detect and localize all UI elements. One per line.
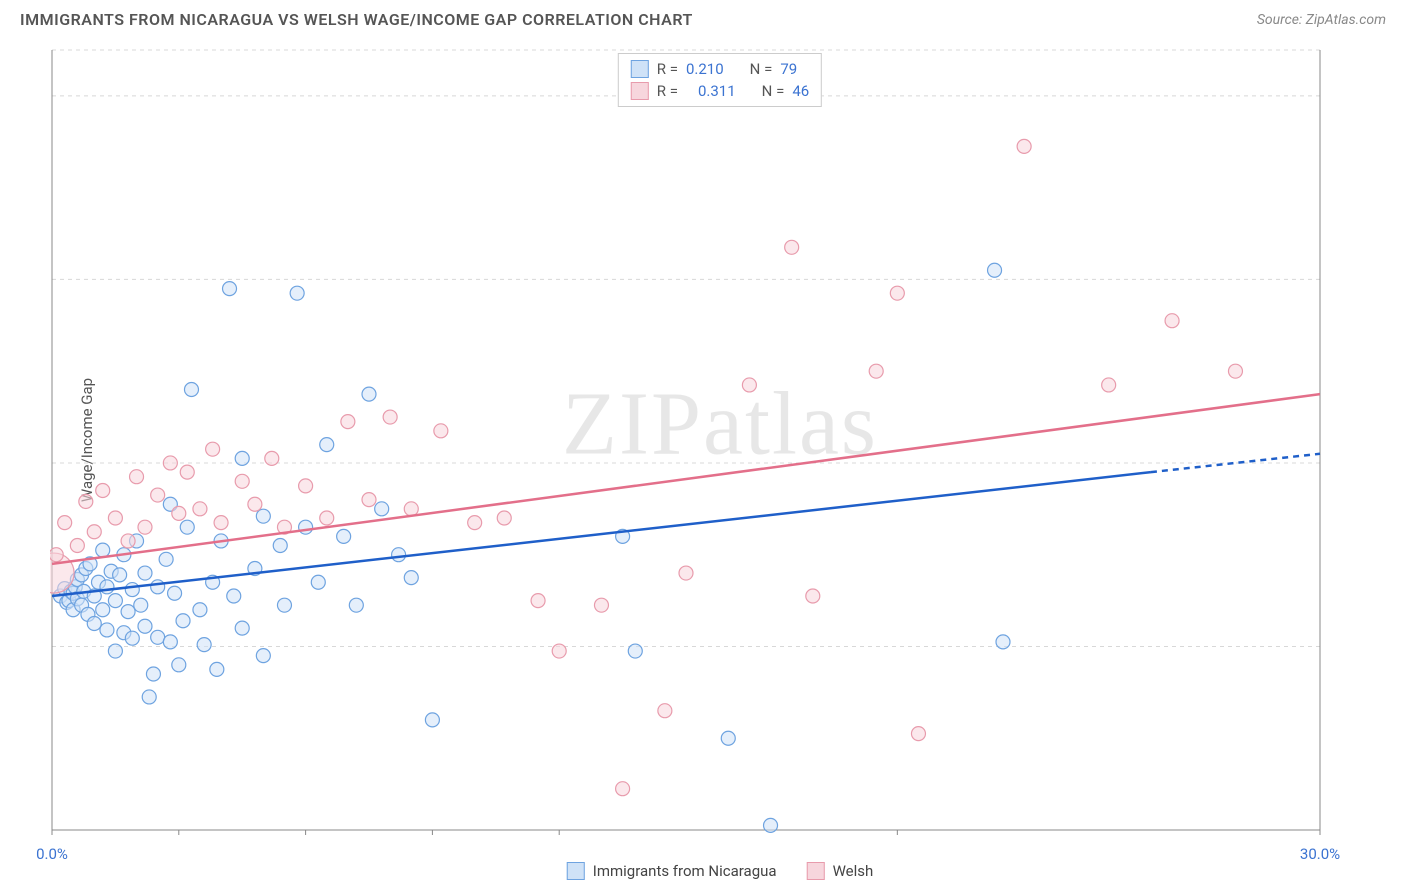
n-label-0: N =	[750, 60, 773, 78]
x-tick-label: 30.0%	[1300, 845, 1340, 863]
source-attribution: Source: ZipAtlas.com	[1257, 12, 1386, 28]
r-value-1: 0.311	[698, 82, 736, 100]
legend-swatch-welsh	[807, 862, 825, 880]
n-value-1: 46	[792, 82, 809, 100]
legend-item-nicaragua: Immigrants from Nicaragua	[567, 862, 777, 880]
n-label-1: N =	[762, 82, 785, 100]
legend-label-welsh: Welsh	[833, 862, 874, 880]
chart-area: Wage/Income Gap ZIPatlas R = 0.210 N = 7…	[50, 45, 1390, 835]
legend-item-welsh: Welsh	[807, 862, 874, 880]
chart-title: IMMIGRANTS FROM NICARAGUA VS WELSH WAGE/…	[20, 10, 693, 29]
legend-row-welsh: R = 0.311 N = 46	[631, 80, 809, 102]
series-legend: Immigrants from Nicaragua Welsh	[567, 862, 874, 880]
legend-label-nicaragua: Immigrants from Nicaragua	[593, 862, 777, 880]
source-name: ZipAtlas.com	[1306, 12, 1386, 28]
legend-swatch-nicaragua	[567, 862, 585, 880]
swatch-welsh	[631, 82, 649, 100]
scatter-plot	[50, 45, 1390, 835]
r-value-0: 0.210	[686, 60, 724, 78]
r-label-1: R =	[657, 82, 678, 100]
r-label-0: R =	[657, 60, 678, 78]
swatch-nicaragua	[631, 60, 649, 78]
chart-header: IMMIGRANTS FROM NICARAGUA VS WELSH WAGE/…	[0, 0, 1406, 29]
source-prefix: Source:	[1257, 12, 1306, 28]
correlation-legend: R = 0.210 N = 79 R = 0.311 N = 46	[618, 53, 822, 107]
n-value-0: 79	[780, 60, 797, 78]
legend-row-nicaragua: R = 0.210 N = 79	[631, 58, 809, 80]
x-tick-label: 0.0%	[36, 845, 68, 863]
